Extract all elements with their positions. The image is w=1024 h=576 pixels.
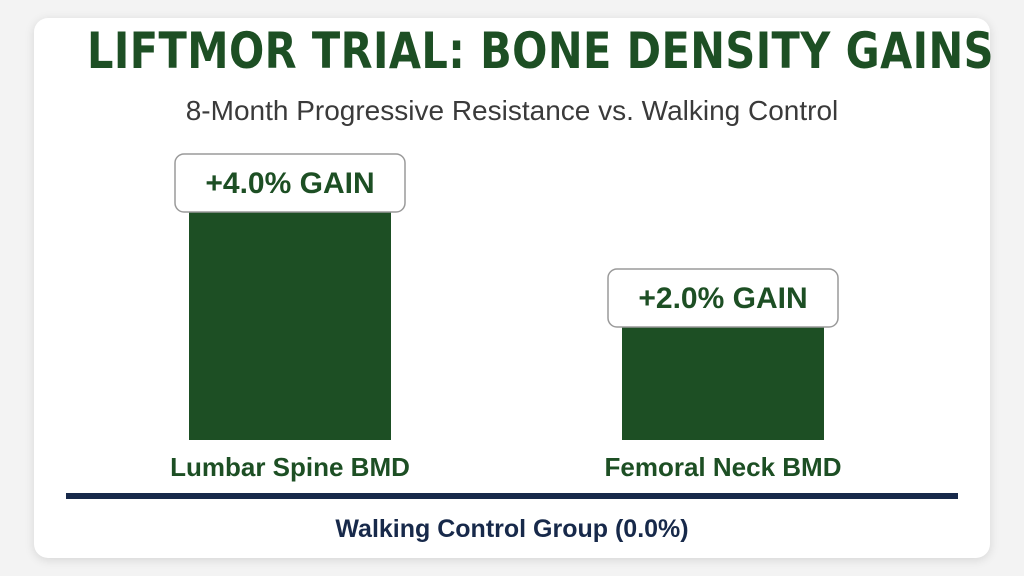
bar-1 xyxy=(189,210,391,440)
chart-title: LIFTMOR TRIAL: BONE DENSITY GAINS xyxy=(87,22,994,80)
category-label-2: Femoral Neck BMD xyxy=(605,452,842,482)
data-label-2: +2.0% GAIN xyxy=(638,282,807,315)
data-label-box-2 xyxy=(607,268,839,328)
data-label-1: +4.0% GAIN xyxy=(205,167,374,200)
baseline-label: Walking Control Group (0.0%) xyxy=(335,515,688,543)
category-label-1: Lumbar Spine BMD xyxy=(170,452,410,482)
chart-subtitle: 8-Month Progressive Resistance vs. Walki… xyxy=(185,95,839,126)
data-label-box-1 xyxy=(174,153,406,213)
bar-2 xyxy=(622,325,824,440)
